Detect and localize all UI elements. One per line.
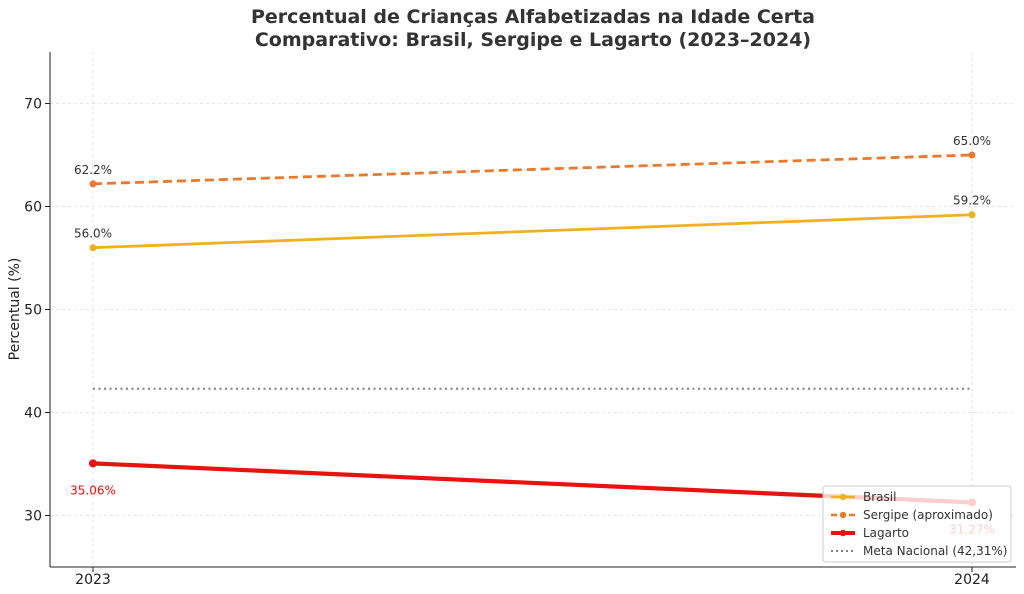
data-label: 35.06% <box>70 483 116 497</box>
x-tick-label: 2024 <box>954 572 990 588</box>
legend-marker <box>839 529 847 537</box>
legend-box <box>822 485 1012 563</box>
y-tick-label: 40 <box>24 406 42 422</box>
chart-subtitle: Comparativo: Brasil, Sergipe e Lagarto (… <box>255 29 811 51</box>
data-point <box>89 180 97 188</box>
data-point <box>89 459 97 468</box>
legend-label-3: Meta Nacional (42,31%) <box>863 544 1007 558</box>
series-layer: 56.0%59.2%62.2%65.0%35.06%31.27% <box>70 134 995 536</box>
y-tick-label: 50 <box>24 303 42 319</box>
data-label: 62.2% <box>74 163 112 177</box>
legend-label-0: Brasil <box>863 490 896 504</box>
legend-marker <box>839 511 847 519</box>
data-point <box>89 244 97 252</box>
y-tick-label: 60 <box>24 200 42 216</box>
data-label: 59.2% <box>953 194 991 208</box>
series-line-0 <box>92 213 973 250</box>
series-line-1 <box>92 153 973 186</box>
legend-marker <box>839 493 847 501</box>
data-label: 65.0% <box>953 134 991 148</box>
legend-label-2: Lagarto <box>863 526 909 540</box>
y-tick-label: 70 <box>24 97 42 113</box>
axes: 30 40 50 60 70 2023 2024 <box>24 52 1016 588</box>
x-tick-label: 2023 <box>75 572 111 588</box>
y-axis-label: Percentual (%) <box>7 258 23 361</box>
chart-title: Percentual de Crianças Alfabetizadas na … <box>251 6 815 28</box>
data-point <box>968 151 976 159</box>
legend: Brasil Sergipe (aproximado) Lagarto Meta Na… <box>822 485 1012 563</box>
legend-label-1: Sergipe (aproximado) <box>863 508 993 522</box>
data-point <box>968 211 976 219</box>
data-label: 56.0% <box>74 227 112 241</box>
y-tick-label: 30 <box>24 509 42 525</box>
